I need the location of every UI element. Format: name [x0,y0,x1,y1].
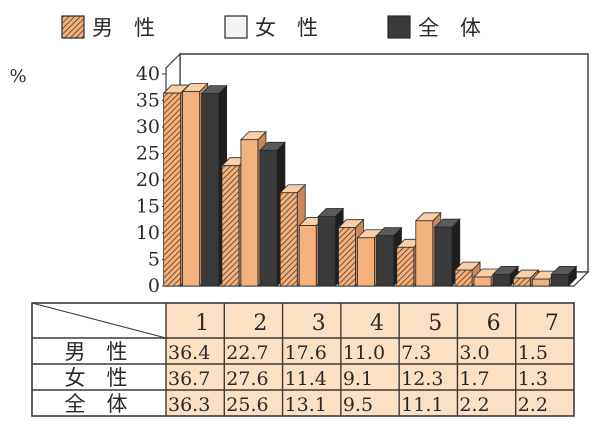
table-cell: 1.5 [518,342,548,364]
bar-face [240,139,259,287]
legend-label: 全 体 [418,16,481,40]
bar-face [454,269,473,287]
table-cell: 36.7 [168,368,210,390]
table-cell: 9.5 [343,394,373,416]
table-cell: 12.3 [401,368,443,390]
bar-face [415,220,434,287]
table-border [31,302,575,417]
bar-face [473,276,492,287]
bar-face [259,149,278,287]
bar-face [182,91,201,287]
legend-swatch [387,15,411,39]
bar-face [492,273,511,287]
table-cell: 2.2 [459,394,489,416]
bar [200,84,228,287]
y-tick-label: 40 [136,63,160,85]
legend-item: 女 性 [224,15,318,40]
table-row-label: 女 性 [65,366,128,390]
table-row-label: 全 体 [65,392,128,416]
table-cell: 11.4 [285,368,327,390]
table-cell: 13.1 [285,394,327,416]
legend-swatch [61,15,85,39]
bar-face [531,278,550,287]
bar [433,218,461,287]
table-header-cell: 5 [428,311,442,336]
y-unit-label: % [9,66,26,87]
table-cell: 7.3 [401,342,431,364]
table-cell: 17.6 [285,342,327,364]
y-tick-label: 5 [148,249,160,271]
table-header-cell: 7 [545,311,559,336]
bar [550,265,578,287]
legend-item: 男 性 [61,15,155,40]
y-tick-label: 15 [136,196,160,218]
y-tick-label: 10 [136,222,160,244]
bar-face [550,273,569,287]
table-cell: 27.6 [226,368,268,390]
y-tick-label: 35 [136,90,160,112]
table-cell: 11.0 [343,342,385,364]
bar-face [298,225,317,287]
table-cell: 3.0 [459,342,489,364]
legend-label: 男 性 [92,16,155,40]
table-cell: 9.1 [343,368,373,390]
y-tick-label: 20 [136,169,160,191]
table-cell: 1.7 [459,368,489,390]
bar-face [512,277,531,287]
y-tick-label: 30 [136,116,160,138]
bar-face [376,235,394,287]
bar-face [221,165,240,287]
table-cell: 22.7 [226,342,268,364]
table-header-cell: 2 [253,311,267,336]
table-header-cell: 3 [312,311,326,336]
legend-item: 全 体 [387,15,481,40]
table-cell: 1.3 [518,368,548,390]
legend-swatch [224,15,248,39]
table-cell: 11.1 [401,394,443,416]
table-header-cell: 4 [370,311,384,336]
table-cell: 36.4 [168,342,210,364]
bar-face [338,227,356,287]
bar [492,265,520,287]
table-corner-diagonal [31,302,167,339]
bar-face [201,93,220,287]
table-row-label: 男 性 [65,340,128,364]
y-tick-label: 25 [136,143,160,165]
bar-face [396,246,415,287]
table-cell: 36.3 [168,394,210,416]
table-cell: 2.2 [518,394,548,416]
bar-face [317,216,336,287]
bar-face [434,226,453,287]
bar-face [279,192,298,287]
y-tick-label: 0 [148,275,160,297]
bar-face [163,92,182,287]
legend-label: 女 性 [255,16,318,40]
table-header-cell: 6 [487,311,501,336]
bar-face [357,237,375,287]
table-fill [166,303,574,416]
table-cell: 25.6 [226,394,268,416]
table-header-cell: 1 [195,311,209,336]
